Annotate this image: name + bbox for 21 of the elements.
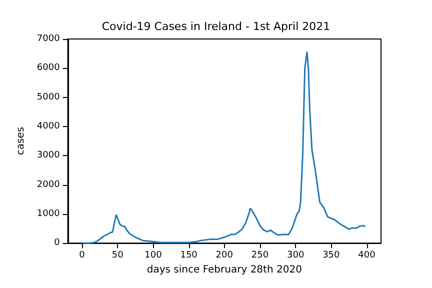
y-tick-label: 5000 — [36, 92, 60, 102]
x-tick-label: 0 — [79, 250, 86, 261]
x-tick-label: 100 — [144, 250, 162, 261]
x-axis-title: days since February 28th 2020 — [146, 264, 302, 276]
y-tick-label: 6000 — [36, 63, 60, 74]
x-tick-label: 250 — [251, 250, 269, 261]
x-tick-label: 350 — [322, 250, 340, 261]
y-tick-label: 0 — [54, 238, 60, 248]
y-axis-title: cases — [16, 126, 26, 156]
chart-title: Covid-19 Cases in Ireland - 1st April 2021 — [102, 20, 330, 33]
x-tick-label: 150 — [180, 250, 198, 261]
x-tick-label: 200 — [216, 250, 234, 261]
x-tick-label: 50 — [112, 250, 124, 261]
y-tick-label: 4000 — [36, 121, 60, 132]
x-tick-label: 400 — [358, 250, 376, 261]
y-tick-label: 2000 — [36, 180, 60, 190]
y-tick-label: 3000 — [36, 150, 60, 161]
line-series — [81, 51, 366, 244]
y-tick-label: 1000 — [36, 208, 60, 219]
x-tick-label: 300 — [286, 250, 304, 261]
y-tick-label: 7000 — [36, 34, 60, 44]
